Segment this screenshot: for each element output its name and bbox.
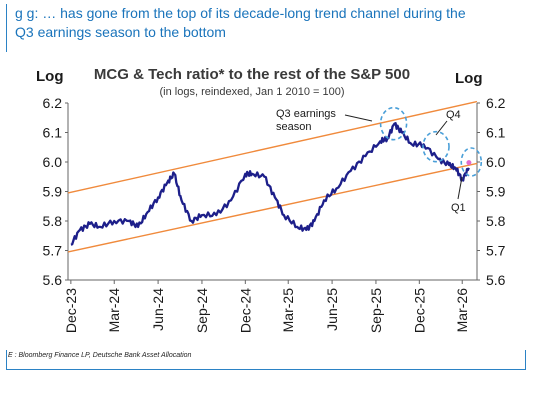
y-tick-right: 5.9 (486, 184, 506, 200)
caption-line-1: g g: … has gone from the top of its deca… (15, 5, 466, 21)
y-axis-label-left: Log (36, 68, 64, 85)
y-tick-left: 5.7 (43, 243, 63, 259)
highlight-circle-2 (422, 130, 450, 163)
x-tick-label: Jun-24 (150, 288, 166, 331)
highlight-circle-3 (460, 147, 483, 177)
x-tick-label: Mar-26 (454, 288, 470, 333)
caption-line-2: Q3 earnings season to the bottom (15, 24, 226, 40)
x-tick-label: Dec-23 (63, 288, 79, 333)
y-tick-left: 6.0 (43, 154, 63, 170)
y-tick-left: 6.1 (43, 125, 63, 141)
annotation-q3-line2: season (276, 121, 311, 133)
source-text: : Bloomberg Finance LP, Deutsche Bank As… (14, 352, 192, 359)
x-tick-label: Sep-24 (194, 288, 210, 333)
highlight-circle-1 (379, 106, 408, 141)
y-tick-right: 5.8 (486, 213, 506, 229)
annotation-q1-arrow (457, 176, 463, 200)
y-tick-left: 5.9 (43, 184, 63, 200)
source-prefix: E (8, 352, 13, 359)
x-tick-label: Dec-24 (237, 288, 253, 333)
current-point-marker (466, 160, 472, 166)
x-tick-label: Jun-25 (324, 288, 340, 331)
trend-channel-upper (67, 100, 478, 194)
y-axis-label-right: Log (455, 70, 483, 87)
annotation-q1: Q1 (451, 202, 466, 214)
source-note: E : Bloomberg Finance LP, Deutsche Bank … (8, 352, 191, 359)
y-tick-right: 5.7 (486, 243, 506, 259)
annotation-q3-line1: Q3 earnings (276, 108, 336, 120)
annotation-q3-arrow (344, 114, 373, 122)
source-frame (6, 350, 526, 370)
y-tick-right: 6.2 (486, 95, 506, 111)
x-tick-label: Dec-25 (411, 288, 427, 333)
x-tick-label: Mar-24 (106, 288, 122, 333)
chart-title: MCG & Tech ratio* to the rest of the S&P… (94, 66, 410, 83)
series-line (70, 122, 470, 246)
x-tick-label: Sep-25 (368, 288, 384, 333)
y-tick-right: 5.6 (486, 272, 506, 288)
y-tick-right: 6.1 (486, 125, 506, 141)
annotation-q4-arrow (435, 120, 448, 136)
x-tick-label: Mar-25 (280, 288, 296, 333)
y-tick-right: 6.0 (486, 154, 506, 170)
header-caption: g g: … has gone from the top of its deca… (6, 4, 528, 52)
y-tick-left: 5.8 (43, 213, 63, 229)
annotation-q4: Q4 (446, 109, 461, 121)
y-tick-left: 5.6 (43, 272, 63, 288)
chart-subtitle: (in logs, reindexed, Jan 1 2010 = 100) (160, 86, 345, 98)
y-tick-left: 6.2 (43, 95, 63, 111)
trend-channel-lower (67, 162, 478, 253)
